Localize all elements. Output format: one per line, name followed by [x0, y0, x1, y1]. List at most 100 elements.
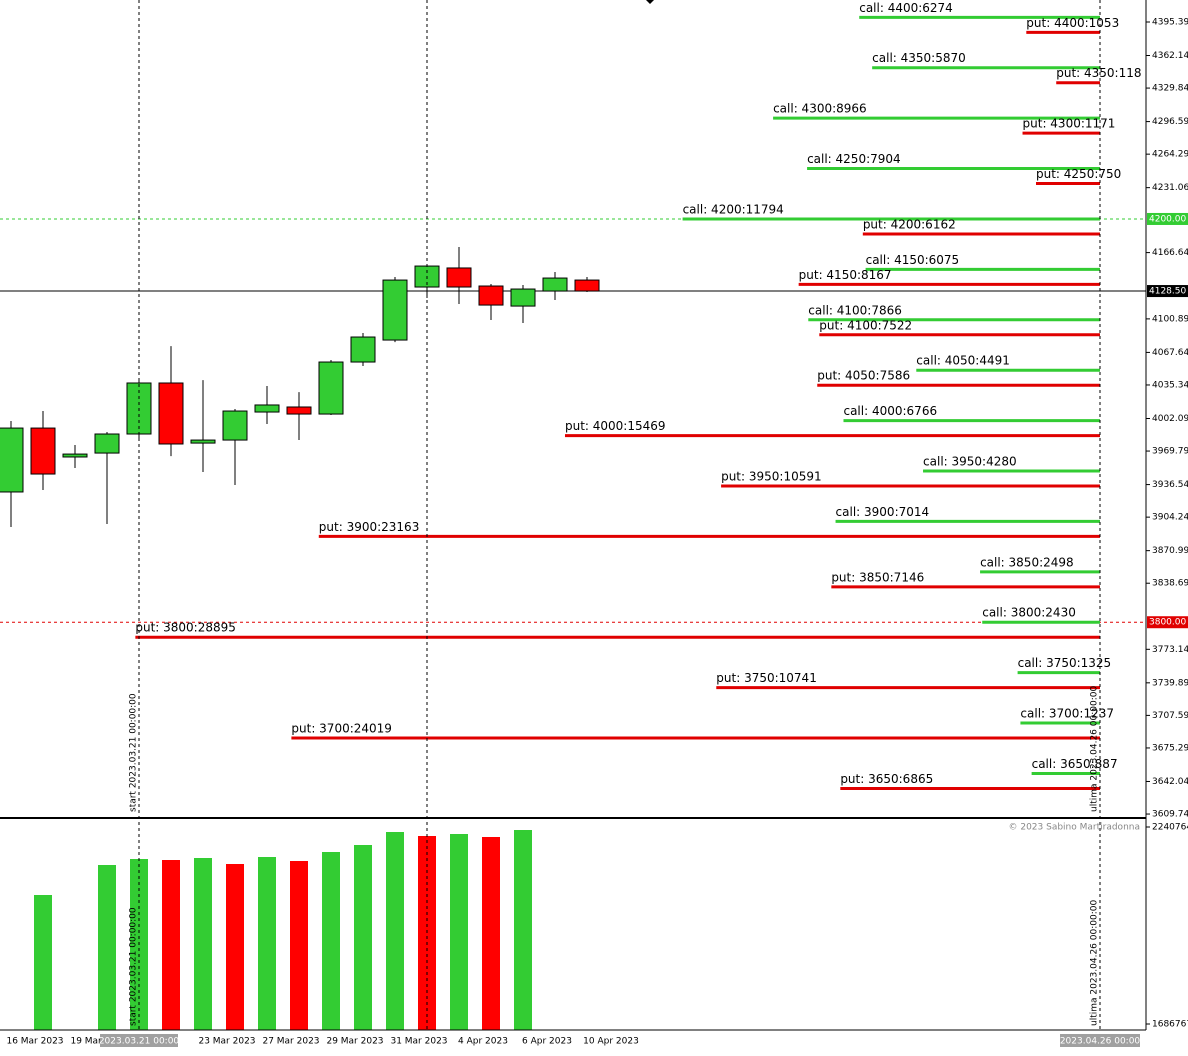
x-tick-label: 10 Apr 2023	[583, 1037, 639, 1047]
y-tick-label: 4067.64	[1152, 348, 1188, 358]
copyright: © 2023 Sabino Martiradonna	[1008, 823, 1140, 833]
y-tick-label: 3609.74	[1152, 810, 1188, 820]
x-tick-label: 4 Apr 2023	[458, 1037, 508, 1047]
volume-bar	[34, 894, 52, 1030]
volume-bar	[162, 859, 180, 1030]
put-label: put: 3750:10741	[716, 671, 817, 685]
call-label: call: 4300:8966	[773, 102, 867, 116]
candle-body	[350, 336, 376, 363]
call-label: call: 4050:4491	[916, 354, 1010, 368]
put-label: put: 3950:10591	[721, 470, 822, 484]
ultima-label: ultima 2023.04.26 00:00:00	[1090, 900, 1100, 1026]
x-tick-label: 6 Apr 2023	[522, 1037, 572, 1047]
volume-bar	[258, 856, 276, 1030]
y-tick-label: 3773.14	[1152, 645, 1188, 655]
candle-body	[510, 288, 536, 307]
price-marker-bg	[1147, 212, 1188, 225]
y-tick-label: 4231.06	[1152, 183, 1188, 193]
volume-bar	[514, 829, 532, 1030]
price-panel: call: 4400:6274 put: 4400:1053 call: 4350:…	[0, 1, 1146, 790]
candle-body	[478, 285, 504, 306]
y-tick-label: 3707.59	[1152, 711, 1188, 721]
y-tick-label: 4362.14	[1152, 51, 1188, 61]
candle-body	[542, 277, 568, 292]
start-label: start 2023.03.21 00:00:00	[129, 907, 139, 1026]
y-tick-label: 4002.09	[1152, 414, 1188, 424]
y-tick-label: 3675.29	[1152, 743, 1188, 753]
call-label: call: 3700:1237	[1020, 707, 1114, 721]
candle-body	[222, 410, 248, 441]
put-label: put: 4200:6162	[863, 217, 956, 231]
volume-bar	[450, 833, 468, 1030]
start-box	[100, 1034, 178, 1047]
candle-body	[0, 427, 24, 493]
price-marker-label: 4200.00	[1149, 214, 1186, 224]
candle-body	[254, 404, 280, 413]
y-tick-label: 3870.99	[1152, 546, 1188, 556]
call-label: call: 3750:1325	[1018, 656, 1112, 670]
call-label: call: 4200:11794	[683, 202, 784, 216]
candle-body	[446, 267, 472, 288]
call-label: call: 3900:7014	[836, 505, 930, 519]
put-label: put: 3800:28895	[135, 621, 236, 635]
volume-bar	[322, 851, 340, 1030]
y-tick-label: 3642.04	[1152, 777, 1188, 787]
y-tick-label: 3904.24	[1152, 513, 1188, 523]
x-tick-label: 23 Mar 2023	[198, 1037, 255, 1047]
volume-bar	[194, 857, 212, 1030]
x-tick-label: 19 Mar 2023	[70, 1037, 127, 1047]
call-label: call: 4100:7866	[808, 303, 902, 317]
candle-body	[94, 433, 120, 454]
put-label: put: 4150:8167	[799, 268, 892, 282]
price-marker-bg	[1147, 285, 1188, 298]
price-marker-label: 4128.50	[1149, 287, 1186, 297]
put-label: put: 4400:1053	[1026, 16, 1119, 30]
candle-body	[190, 439, 216, 444]
call-label: call: 3850:2498	[980, 555, 1074, 569]
ultima-box-label: 2023.04.26 00:00	[1060, 1037, 1141, 1047]
put-label: put: 4350:118	[1056, 66, 1141, 80]
call-label: call: 3650:887	[1032, 757, 1118, 771]
ultima-label: ultima 2023.04.26 00:00:00	[1090, 686, 1100, 812]
y-tick-label: 4166.64	[1152, 248, 1188, 258]
price-marker-bg	[1147, 616, 1188, 629]
put-label: put: 3900:23163	[319, 520, 420, 534]
candle-body	[286, 406, 312, 415]
put-label: put: 3700:24019	[291, 722, 392, 736]
start-box-label: 2023.03.21 00:00	[99, 1037, 180, 1047]
candle-body	[382, 279, 408, 341]
volume-bar	[354, 845, 372, 1030]
y-tick-label: 3838.69	[1152, 579, 1188, 589]
y-tick-label: 3936.54	[1152, 480, 1188, 490]
x-tick-label: 29 Mar 2023	[326, 1037, 383, 1047]
put-label: put: 3850:7146	[831, 570, 924, 584]
put-label: put: 4250:750	[1036, 167, 1121, 181]
y-tick-label: 4296.59	[1152, 117, 1188, 127]
ultima-box	[1060, 1034, 1140, 1047]
candle-body	[318, 361, 344, 415]
put-label: put: 4000:15469	[565, 419, 666, 433]
marker	[646, 0, 654, 4]
start-label: start 2023.03.21 00:00:00	[129, 693, 139, 812]
y-tick-label: 3739.89	[1152, 678, 1188, 688]
call-label: call: 4250:7904	[807, 152, 901, 166]
call-label: call: 4000:6766	[843, 404, 937, 418]
candle-body	[30, 427, 56, 475]
put-label: put: 4050:7586	[817, 369, 910, 383]
call-label: call: 4350:5870	[872, 51, 966, 65]
volume-bar	[290, 861, 308, 1030]
put-label: put: 4300:1171	[1023, 117, 1116, 131]
call-label: call: 4150:6075	[866, 253, 960, 267]
volume-bar	[226, 863, 244, 1030]
call-label: call: 3950:4280	[923, 455, 1017, 469]
volume-bar	[482, 836, 500, 1030]
candle-body	[158, 382, 184, 445]
x-tick-label: 31 Mar 2023	[390, 1037, 447, 1047]
y-tick-label: 4329.84	[1152, 84, 1188, 94]
put-label: put: 3650:6865	[840, 772, 933, 786]
y-tick-label: 2240764.	[1152, 822, 1188, 832]
price-marker-label: 3800.00	[1149, 618, 1186, 628]
candle-body	[62, 453, 88, 458]
y-tick-label: 3969.79	[1152, 447, 1188, 457]
